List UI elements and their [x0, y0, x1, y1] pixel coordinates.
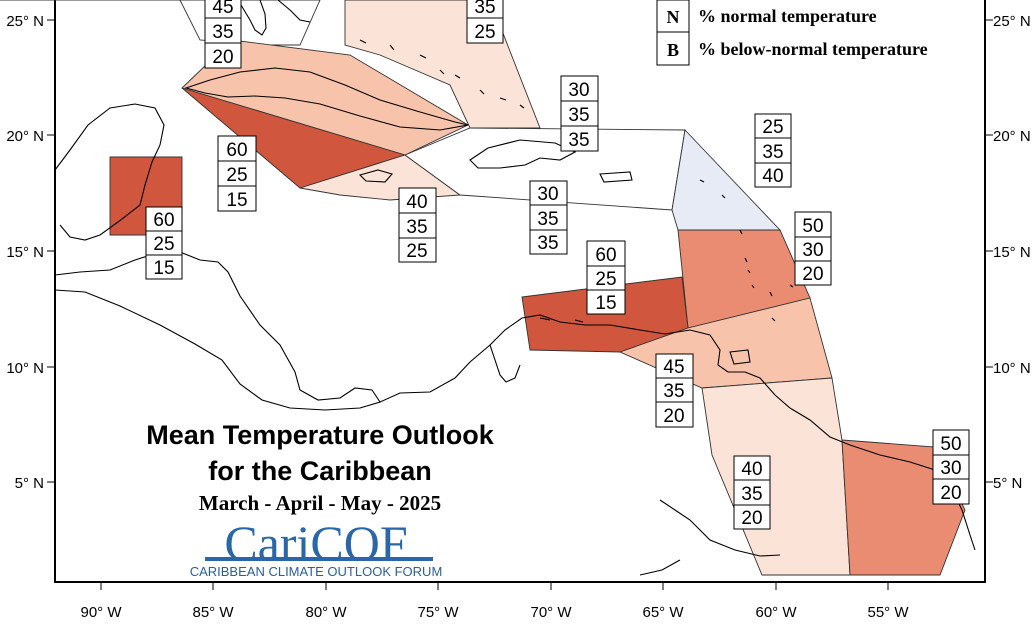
prob-above: 50 — [940, 434, 961, 455]
legend-key-n: N — [667, 7, 680, 27]
prob-box-northern-leewards: 25 35 40 — [754, 113, 792, 188]
prob-normal: 25 — [226, 165, 247, 186]
prob-box-jamaica: 40 35 25 — [398, 187, 437, 263]
prob-normal: 35 — [663, 381, 684, 402]
prob-below: 20 — [802, 264, 823, 285]
prob-below: 20 — [663, 406, 684, 427]
title-block: Mean Temperature Outlook for the Caribbe… — [146, 420, 495, 515]
prob-above: 60 — [595, 245, 616, 266]
prob-above: 25 — [762, 117, 783, 138]
prob-box-western-cuba: 60 25 15 — [217, 135, 257, 212]
prob-below: 25 — [406, 241, 427, 262]
prob-above: 60 — [226, 140, 247, 161]
y-axis-right: 25° N 20° N 15° N 10° N 5° N — [985, 13, 1031, 492]
prob-below: 15 — [153, 258, 174, 279]
prob-normal: 35 — [406, 217, 427, 238]
legend-key-b: B — [667, 40, 679, 60]
map-title-line2: for the Caribbean — [208, 456, 432, 486]
y-tick-label: 25° N — [993, 13, 1031, 30]
prob-above: 60 — [153, 210, 174, 231]
prob-box-belize: 60 25 15 — [145, 206, 183, 280]
prob-below: 35 — [568, 130, 589, 151]
prob-box-southern-leewards: 50 30 20 — [794, 211, 832, 286]
prob-above: 40 — [406, 192, 427, 213]
prob-above: 45 — [212, 0, 233, 18]
y-tick-label: 10° N — [993, 360, 1031, 377]
x-tick-label: 80° W — [305, 604, 347, 621]
prob-normal: 35 — [741, 484, 762, 505]
x-tick-label: 60° W — [755, 604, 797, 621]
x-tick-label: 65° W — [642, 604, 684, 621]
prob-above: 30 — [568, 80, 589, 101]
prob-normal: 25 — [474, 22, 495, 43]
x-tick-label: 75° W — [417, 604, 459, 621]
x-tick-label: 70° W — [530, 604, 572, 621]
caricof-logo: CariCOF CARIBBEAN CLIMATE OUTLOOK FORUM — [190, 515, 443, 579]
legend-key-b-box — [656, 31, 690, 66]
y-tick-label: 15° N — [993, 244, 1031, 261]
logo-subtitle: CARIBBEAN CLIMATE OUTLOOK FORUM — [190, 564, 443, 579]
map-period: March - April - May - 2025 — [199, 491, 441, 515]
prob-below: 15 — [226, 190, 247, 211]
prob-box-abc-islands: 60 25 15 — [586, 240, 626, 315]
y-tick-label: 20° N — [993, 128, 1031, 145]
prob-box-guyana: 40 35 20 — [733, 455, 771, 530]
prob-below: 15 — [595, 293, 616, 314]
prob-normal: 35 — [537, 209, 558, 230]
y-axis-left: 25° N 20° N 15° N 10° N 5° N — [6, 13, 55, 492]
prob-box-bahamas-south: 35 25 — [466, 0, 504, 44]
y-tick-label: 10° N — [6, 360, 44, 377]
prob-box-trinidad: 45 35 20 — [655, 353, 694, 428]
prob-above: 35 — [474, 0, 495, 18]
x-tick-label: 55° W — [867, 604, 909, 621]
prob-below: 35 — [537, 233, 558, 254]
y-tick-label: 20° N — [6, 128, 44, 145]
prob-above: 50 — [802, 216, 823, 237]
logo-text: CariCOF — [224, 515, 407, 571]
legend-key-n-box — [656, 0, 690, 33]
y-tick-label: 25° N — [6, 13, 44, 30]
prob-normal: 35 — [212, 22, 233, 43]
prob-normal: 35 — [762, 142, 783, 163]
prob-normal: 30 — [802, 240, 823, 261]
prob-above: 45 — [663, 357, 684, 378]
legend: N % normal temperature B % below-normal … — [656, 0, 928, 66]
legend-label-b: % below-normal temperature — [698, 39, 928, 59]
probability-boxes: 45 35 20 35 25 30 35 35 60 25 15 — [145, 0, 970, 530]
prob-normal: 25 — [153, 234, 174, 255]
prob-normal: 30 — [940, 458, 961, 479]
x-tick-label: 90° W — [80, 604, 122, 621]
forecast-regions — [0, 0, 966, 576]
prob-above: 30 — [537, 184, 558, 205]
prob-above: 40 — [741, 459, 762, 480]
logo-underline — [205, 557, 433, 561]
prob-normal: 25 — [595, 269, 616, 290]
prob-below: 20 — [940, 483, 961, 504]
prob-below: 40 — [762, 166, 783, 187]
map-title-line1: Mean Temperature Outlook — [146, 420, 495, 450]
legend-label-n: % normal temperature — [698, 6, 877, 26]
y-tick-label: 5° N — [15, 475, 44, 492]
y-tick-label: 5° N — [993, 475, 1022, 492]
prob-box-suriname: 50 30 20 — [932, 429, 970, 505]
x-axis: 90° W 85° W 80° W 75° W 70° W 65° W 60° … — [80, 582, 909, 621]
y-tick-label: 15° N — [6, 244, 44, 261]
prob-below: 20 — [212, 47, 233, 68]
prob-box-antilles-ne: 30 35 35 — [560, 75, 599, 152]
prob-normal: 35 — [568, 105, 589, 126]
x-tick-label: 85° W — [192, 604, 234, 621]
prob-box-bahamas-north: 45 35 20 — [204, 0, 242, 69]
prob-below: 20 — [741, 508, 762, 529]
prob-box-hispaniola: 30 35 35 — [529, 180, 568, 255]
